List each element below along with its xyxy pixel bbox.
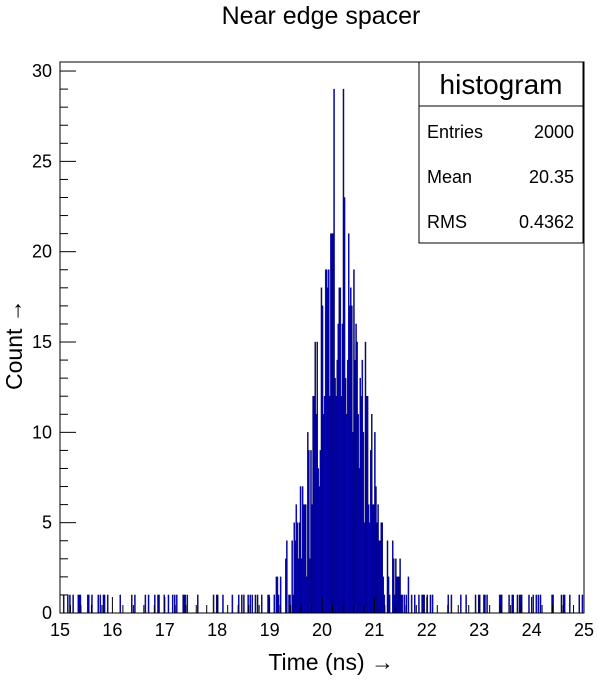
histogram-bin (97, 594, 99, 614)
histogram-bin (563, 594, 566, 614)
stats-rms-label: RMS (427, 212, 467, 232)
histogram-bin (539, 594, 542, 614)
histogram-bin (578, 594, 581, 614)
histogram-bin (67, 594, 69, 614)
histogram-bin (99, 594, 102, 614)
histogram-bin (231, 594, 234, 614)
histogram-bin (103, 594, 106, 614)
histogram-bin (88, 594, 90, 614)
x-tick-label: 19 (260, 620, 280, 640)
histogram-bin (528, 594, 530, 614)
x-tick-label: 22 (417, 620, 437, 640)
histogram-bin (106, 594, 109, 614)
histogram-bin (249, 594, 251, 614)
histogram-bin (277, 594, 280, 614)
stats-box: histogram Entries 2000 Mean 20.35 RMS 0.… (418, 61, 584, 244)
histogram-bin (134, 594, 136, 614)
histogram-bin (560, 594, 563, 614)
histogram-bin (241, 594, 243, 614)
y-tick-label: 5 (42, 513, 52, 533)
histogram-bin (147, 594, 150, 614)
x-tick-label: 16 (102, 620, 122, 640)
histogram-bin (403, 594, 405, 614)
stats-box-title: histogram (440, 69, 563, 100)
stats-box-frame (418, 61, 584, 244)
histogram-bin (508, 594, 510, 614)
y-tick-label: 25 (32, 151, 52, 171)
histogram-bin (537, 594, 540, 614)
y-tick-label: 30 (32, 61, 52, 81)
histogram-bin (273, 594, 276, 614)
histogram-bin (222, 594, 224, 614)
x-tick-label: 24 (522, 620, 542, 640)
x-axis-label: Time (ns) → (268, 649, 394, 675)
histogram-bin (251, 594, 254, 614)
histogram-bin (261, 594, 263, 614)
histogram-bin (197, 594, 199, 614)
x-axis: 15 16 17 18 19 20 21 22 23 24 25 (50, 597, 594, 640)
histogram-bin (144, 594, 147, 614)
y-tick-label: 10 (32, 422, 52, 442)
x-tick-label: 17 (155, 620, 175, 640)
y-tick-label: 0 (42, 603, 52, 623)
histogram-bin (254, 594, 257, 614)
histogram-bin (131, 594, 133, 614)
histogram-bin (516, 594, 519, 614)
stats-mean-value: 20.35 (529, 167, 574, 187)
histogram-bin (407, 576, 410, 614)
y-tick-label: 15 (32, 332, 52, 352)
histogram-bin (450, 594, 453, 614)
histogram-bin (512, 594, 514, 614)
stats-rms-value: 0.4362 (519, 212, 574, 232)
histogram-bin (423, 594, 425, 614)
histogram-bin (465, 594, 467, 614)
histogram-bin (243, 594, 245, 614)
histogram-bin (158, 594, 160, 614)
stats-mean-label: Mean (427, 167, 472, 187)
y-axis: 0 5 10 15 20 25 30 (32, 61, 76, 623)
histogram-bin (460, 594, 462, 614)
histogram-bin (72, 594, 74, 614)
histogram-bin (119, 594, 121, 614)
x-tick-label: 15 (50, 620, 70, 640)
stats-entries-label: Entries (427, 122, 483, 142)
histogram-bin (569, 594, 571, 614)
chart-title: Near edge spacer (222, 2, 421, 30)
histogram-bin (484, 594, 486, 614)
histogram-bin (429, 594, 432, 614)
histogram-bin (486, 594, 488, 614)
histogram-bin (418, 594, 420, 614)
histogram-bin (256, 594, 259, 614)
histogram-bin (176, 594, 178, 614)
x-tick-label: 20 (312, 620, 332, 640)
histogram-bin (186, 594, 189, 614)
y-axis-label: Count → (1, 299, 27, 390)
histogram-bin (401, 594, 403, 614)
histogram-bin (474, 594, 477, 614)
histogram-bin (581, 594, 584, 614)
histogram-bin (388, 594, 391, 614)
histogram-bin (212, 594, 215, 614)
histogram-bin (532, 594, 534, 614)
histogram-bin (501, 594, 503, 614)
histogram-bin (431, 594, 434, 614)
histogram-bin (62, 594, 65, 614)
histogram-bin (167, 594, 170, 614)
x-tick-label: 23 (469, 620, 489, 640)
y-tick-label: 20 (32, 242, 52, 262)
histogram-bin (286, 540, 288, 614)
x-tick-label: 18 (207, 620, 227, 640)
x-tick-label: 21 (364, 620, 384, 640)
stats-entries-value: 2000 (534, 122, 574, 142)
x-tick-label: 25 (574, 620, 594, 640)
histogram-bin (414, 594, 416, 614)
histogram-bin (410, 594, 413, 614)
histogram-bin (171, 594, 174, 614)
histogram-bin (535, 594, 538, 614)
